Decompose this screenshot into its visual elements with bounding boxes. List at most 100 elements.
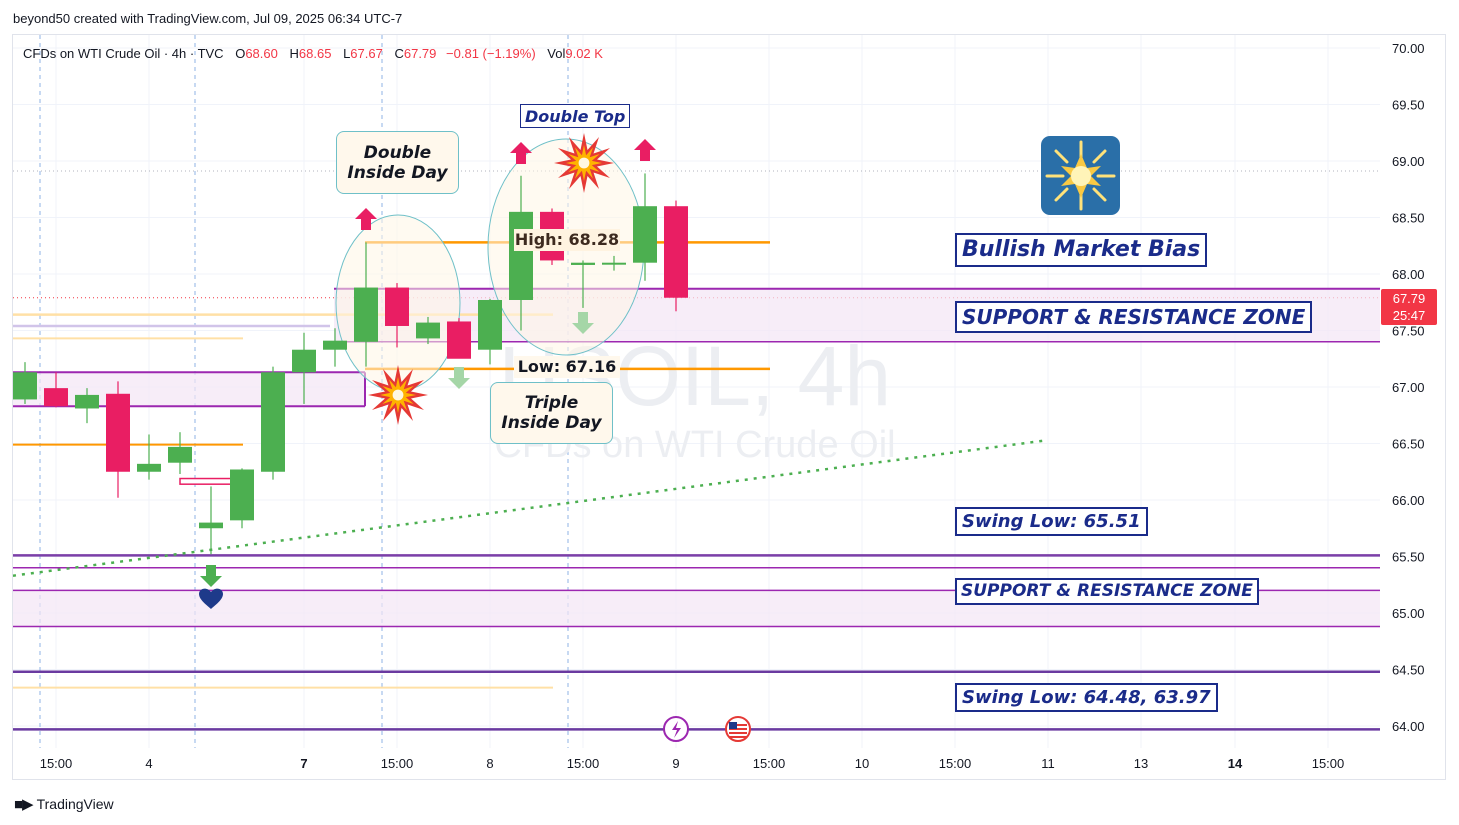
candle	[292, 332, 316, 404]
legend-high-label: H	[289, 46, 299, 61]
left-zone	[13, 372, 365, 407]
time-tick-label: 15:00	[40, 756, 73, 771]
price-tick-label: 66.50	[1392, 437, 1425, 452]
price-tick-label: 65.00	[1392, 606, 1425, 621]
flag-canton	[729, 722, 737, 729]
explosion-icon	[368, 365, 428, 425]
time-tick-label: 9	[672, 756, 679, 771]
time-tick-label: 15:00	[381, 756, 414, 771]
candle-body	[385, 287, 409, 326]
price-tick-label: 69.00	[1392, 154, 1425, 169]
price-tick-label: 64.00	[1392, 719, 1425, 734]
sr-zone-lower-label: SUPPORT & RESISTANCE ZONE	[955, 578, 1259, 605]
burst-core	[578, 157, 590, 169]
sun-icon	[1041, 136, 1120, 215]
chart-legend: CFDs on WTI Crude Oil · 4h · TVC O68.60 …	[23, 46, 603, 61]
candle	[602, 255, 626, 271]
candle-body	[13, 372, 37, 400]
candle	[168, 432, 192, 475]
flag-stripe	[729, 736, 747, 738]
candle-body	[509, 211, 533, 300]
candle-body	[230, 469, 254, 521]
flag-stripe	[729, 732, 747, 734]
candle	[509, 175, 533, 331]
candle-body	[292, 349, 316, 373]
candle	[571, 260, 595, 308]
burst-core	[392, 389, 404, 401]
bar-countdown: 25:47	[1392, 308, 1426, 323]
legend-change: −0.81 (−1.19%)	[446, 46, 536, 61]
markers	[199, 133, 751, 742]
candle	[137, 434, 161, 480]
double-inside-day-line1: Double	[363, 143, 432, 163]
candle	[13, 362, 37, 404]
candle-body	[168, 446, 192, 463]
candle	[323, 328, 347, 367]
time-axis: 15:00 4 7 15:00 8 15:00 9 15:00 10 15:00 11 13 14 15:…	[40, 756, 1345, 771]
lightning-bolt-icon	[672, 721, 681, 738]
explosion-icon	[554, 133, 614, 193]
candle	[75, 388, 99, 424]
candle-body	[602, 262, 626, 265]
chart-credit: beyond50 created with TradingView.com, J…	[13, 11, 403, 26]
candle	[664, 200, 688, 312]
bullish-bias-label: Bullish Market Bias	[955, 233, 1208, 267]
legend-low-label: L	[343, 46, 351, 61]
candle	[447, 318, 471, 359]
last-price-value: 67.79	[1392, 291, 1426, 306]
candles	[13, 173, 688, 555]
price-tick-label: 66.00	[1392, 493, 1425, 508]
legend-symbol: CFDs on WTI Crude Oil · 4h · TVC	[23, 46, 224, 61]
legend-low: 67.67	[350, 46, 383, 61]
time-tick-label: 15:00	[567, 756, 600, 771]
candle-body	[416, 322, 440, 339]
price-axis: 70.00 69.50 69.00 68.50 68.00 67.50 67.00 66.50…	[1392, 41, 1425, 734]
last-price-tag: 67.79 25:47	[1381, 289, 1437, 325]
down-arrow-icon	[572, 312, 594, 334]
up-arrow-icon	[355, 208, 377, 230]
time-tick-label: 15:00	[939, 756, 972, 771]
double-top-label: Double Top	[520, 104, 631, 128]
tradingview-brand[interactable]: ■▶ TradingView	[14, 795, 114, 813]
price-tick-label: 65.50	[1392, 550, 1425, 565]
candle	[106, 381, 130, 498]
candle-body	[137, 463, 161, 472]
legend-open-label: O	[235, 46, 246, 61]
time-tick-label: 10	[855, 756, 869, 771]
legend-high: 68.65	[298, 46, 332, 61]
down-arrow-icon	[200, 565, 222, 587]
candle-body	[354, 287, 378, 342]
candle-body	[75, 394, 99, 409]
candle-body	[106, 393, 130, 472]
time-tick-label: 11	[1041, 756, 1055, 771]
candle-body	[571, 262, 595, 265]
time-tick-label: 15:00	[1312, 756, 1345, 771]
swing-low-2-label: Swing Low: 64.48, 63.97	[955, 683, 1218, 712]
candle-body	[199, 522, 223, 529]
tradingview-logo-icon: ■▶	[14, 796, 34, 813]
candle-body	[323, 340, 347, 350]
price-tick-label: 67.00	[1392, 380, 1425, 395]
time-tick-label: 7	[300, 756, 307, 771]
double-inside-day-line2: Inside Day	[347, 163, 448, 183]
legend-vol: 9.02 K	[565, 46, 603, 61]
down-arrow-icon	[448, 367, 470, 389]
legend-close-label: C	[394, 46, 404, 61]
price-tick-label: 68.50	[1392, 211, 1425, 226]
up-arrow-icon	[634, 139, 656, 161]
candle-body	[447, 321, 471, 359]
price-tick-label: 70.00	[1392, 41, 1425, 56]
price-tick-label: 67.50	[1392, 324, 1425, 339]
level-lines	[12, 241, 1380, 731]
candle-body	[478, 299, 502, 350]
candle-body	[664, 206, 688, 298]
candle-body	[44, 388, 68, 407]
chart-frame[interactable]	[12, 34, 1446, 780]
time-tick-label: 14	[1228, 756, 1243, 771]
candle-body	[633, 206, 657, 263]
candle	[478, 298, 502, 365]
triple-inside-day-line2: Inside Day	[501, 413, 602, 433]
candle	[230, 468, 254, 529]
candle	[416, 316, 440, 345]
